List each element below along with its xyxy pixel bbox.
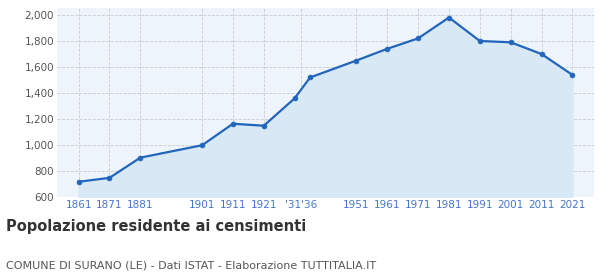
Text: Popolazione residente ai censimenti: Popolazione residente ai censimenti xyxy=(6,219,306,234)
Text: COMUNE DI SURANO (LE) - Dati ISTAT - Elaborazione TUTTITALIA.IT: COMUNE DI SURANO (LE) - Dati ISTAT - Ela… xyxy=(6,261,376,271)
